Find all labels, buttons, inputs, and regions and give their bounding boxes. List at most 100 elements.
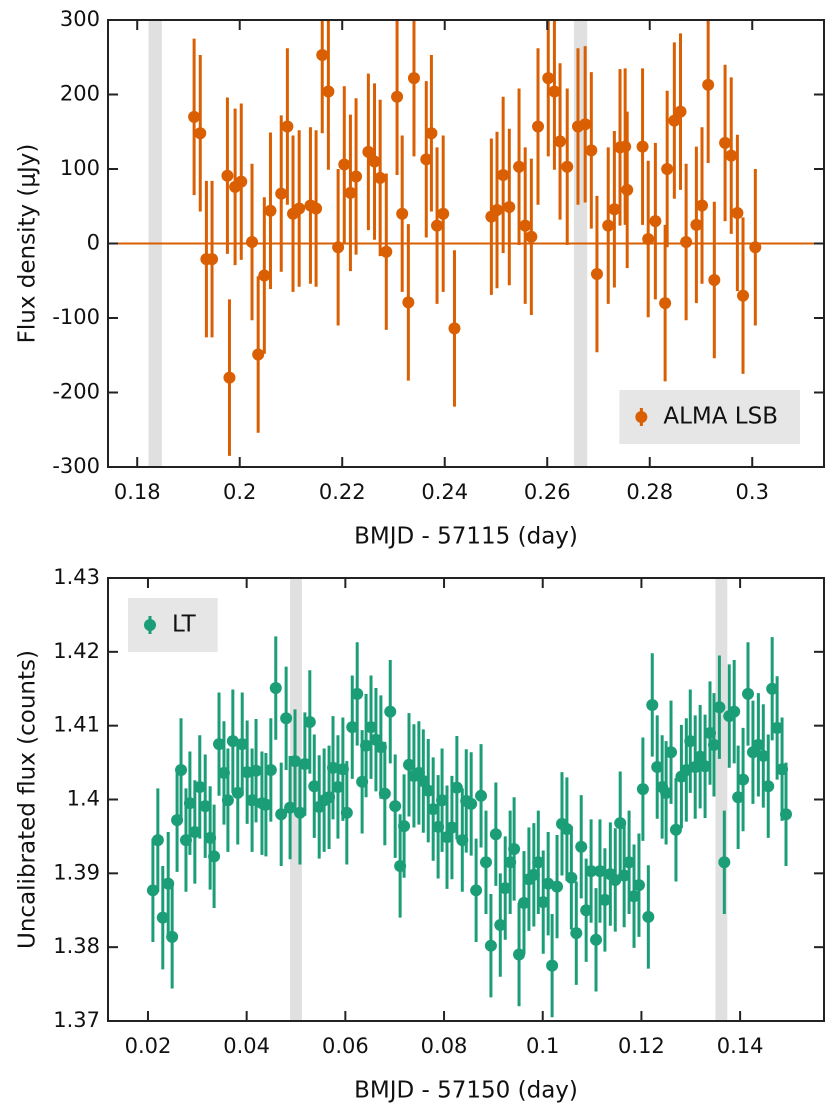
data-point <box>491 203 504 216</box>
data-point <box>542 72 555 85</box>
x-tick-label: 0.02 <box>125 1034 172 1058</box>
y-tick-label: 1.42 <box>53 639 100 663</box>
x-tick-label: 0.28 <box>626 480 673 504</box>
data-point <box>554 135 567 148</box>
y-tick-label: 1.37 <box>53 1008 100 1032</box>
data-point <box>327 761 340 774</box>
data-point <box>661 163 674 175</box>
x-tick-label: 0.22 <box>319 480 366 504</box>
shaded-band <box>715 578 728 1021</box>
legend-box <box>619 390 800 444</box>
data-point <box>602 219 615 232</box>
data-point <box>398 820 411 833</box>
data-point <box>156 911 169 924</box>
data-point <box>303 715 316 728</box>
data-point <box>264 204 277 217</box>
data-point <box>275 808 288 821</box>
data-point <box>762 780 775 793</box>
data-point <box>609 873 622 886</box>
data-point <box>546 959 559 972</box>
data-point <box>331 780 344 793</box>
data-point <box>475 789 488 802</box>
data-point <box>771 721 784 734</box>
data-point <box>585 144 598 157</box>
x-tick-label: 0.14 <box>717 1034 764 1058</box>
data-point <box>623 856 636 869</box>
data-point <box>696 199 709 212</box>
legend-label: LT <box>172 612 197 638</box>
data-point <box>289 755 302 768</box>
data-point <box>757 749 770 762</box>
y-tick-label: 200 <box>60 82 100 106</box>
data-point <box>450 781 463 794</box>
data-point <box>699 760 712 773</box>
data-point <box>250 764 263 777</box>
data-point <box>340 806 353 819</box>
data-point <box>275 187 288 200</box>
data-point <box>223 371 236 384</box>
data-point <box>391 90 404 103</box>
data-point <box>269 682 282 695</box>
data-point <box>694 750 707 763</box>
data-point <box>431 219 444 232</box>
y-tick-label: 100 <box>60 156 100 180</box>
data-point <box>402 296 415 309</box>
y-tick-label: 0 <box>87 231 100 255</box>
plot-area <box>146 578 793 1021</box>
data-point <box>470 884 483 897</box>
data-point <box>519 219 532 232</box>
y-tick-label: 1.41 <box>53 713 100 737</box>
x-axis-label: BMJD - 57150 (day) <box>354 1078 578 1104</box>
legend-marker <box>144 619 156 631</box>
data-point <box>503 200 516 213</box>
panel: 0.18 0.2 0.22 0.24 0.26 0.28 0.3 -300 -200 -100 0 1… <box>15 7 825 550</box>
data-point <box>338 158 351 171</box>
data-point <box>316 49 329 62</box>
data-point <box>680 236 693 249</box>
data-point <box>517 896 530 909</box>
data-point <box>258 269 271 282</box>
data-point <box>208 850 221 863</box>
data-point <box>365 721 378 734</box>
data-point <box>280 712 293 725</box>
data-point <box>151 834 164 847</box>
x-tick-label: 0.3 <box>736 480 769 504</box>
data-point <box>259 798 272 811</box>
x-tick-label: 0.1 <box>526 1034 559 1058</box>
y-tick-label: 300 <box>60 7 100 31</box>
data-point <box>235 175 248 188</box>
x-axis-label: BMJD - 57115 (day) <box>354 524 578 550</box>
data-point <box>532 120 545 133</box>
data-point <box>494 919 507 932</box>
data-point <box>548 85 561 98</box>
data-point <box>636 783 649 796</box>
data-point <box>350 170 363 183</box>
data-point <box>619 140 632 153</box>
x-tick-label: 0.26 <box>524 480 571 504</box>
data-point <box>374 171 387 184</box>
data-point <box>752 738 765 751</box>
data-point <box>281 120 294 133</box>
data-point <box>351 687 364 700</box>
data-point <box>484 939 497 952</box>
x-tick-label: 0.04 <box>223 1034 270 1058</box>
data-point <box>718 856 731 869</box>
data-point <box>380 245 393 258</box>
y-axis-label: Flux density (μJy) <box>15 144 41 344</box>
data-point <box>221 794 234 807</box>
x-tick-label: 0.18 <box>114 480 161 504</box>
data-point <box>621 183 634 196</box>
data-point <box>590 268 603 281</box>
data-point <box>194 127 207 140</box>
data-point <box>407 72 420 85</box>
data-point <box>425 127 438 140</box>
data-point <box>719 136 732 149</box>
data-point <box>659 297 672 310</box>
data-point <box>436 794 449 807</box>
data-point <box>636 140 649 153</box>
data-point <box>344 186 357 199</box>
y-tick-label: 1.38 <box>53 934 100 958</box>
data-point <box>732 791 745 804</box>
data-point <box>665 746 678 759</box>
